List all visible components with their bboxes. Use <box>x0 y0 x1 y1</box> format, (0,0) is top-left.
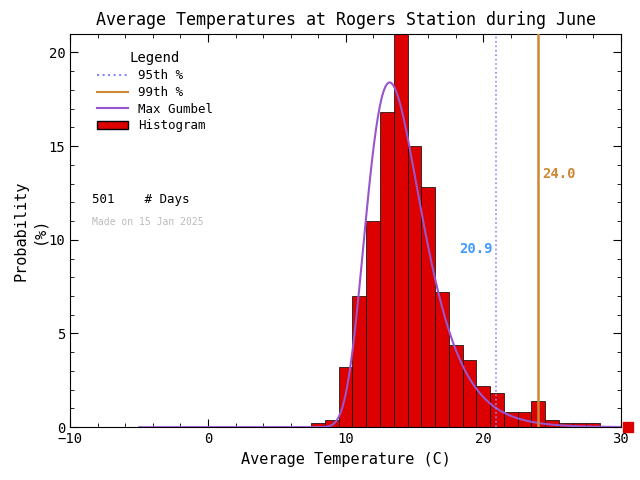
Legend: 95th %, 99th %, Max Gumbel, Histogram: 95th %, 99th %, Max Gumbel, Histogram <box>93 48 217 136</box>
Bar <box>435 292 449 427</box>
X-axis label: Average Temperature (C): Average Temperature (C) <box>241 452 451 467</box>
Bar <box>545 420 559 427</box>
Y-axis label: Probability
(%): Probability (%) <box>13 180 46 281</box>
Bar <box>394 34 408 427</box>
Bar <box>449 345 463 427</box>
Bar <box>325 420 339 427</box>
Text: 501    # Days: 501 # Days <box>92 193 190 206</box>
Bar <box>380 112 394 427</box>
Bar <box>366 221 380 427</box>
Bar <box>463 360 476 427</box>
Bar <box>353 296 366 427</box>
Text: Made on 15 Jan 2025: Made on 15 Jan 2025 <box>92 216 204 227</box>
Title: Average Temperatures at Rogers Station during June: Average Temperatures at Rogers Station d… <box>95 11 596 29</box>
Text: 24.0: 24.0 <box>542 167 576 181</box>
Bar <box>490 394 504 427</box>
Bar <box>586 423 600 427</box>
Bar <box>408 146 421 427</box>
Bar <box>531 401 545 427</box>
Text: 20.9: 20.9 <box>460 242 493 256</box>
Bar <box>421 187 435 427</box>
Bar <box>311 423 325 427</box>
Bar <box>573 423 586 427</box>
Bar <box>339 367 353 427</box>
Bar <box>518 412 531 427</box>
Bar <box>476 386 490 427</box>
Bar <box>559 423 573 427</box>
Bar <box>504 412 518 427</box>
